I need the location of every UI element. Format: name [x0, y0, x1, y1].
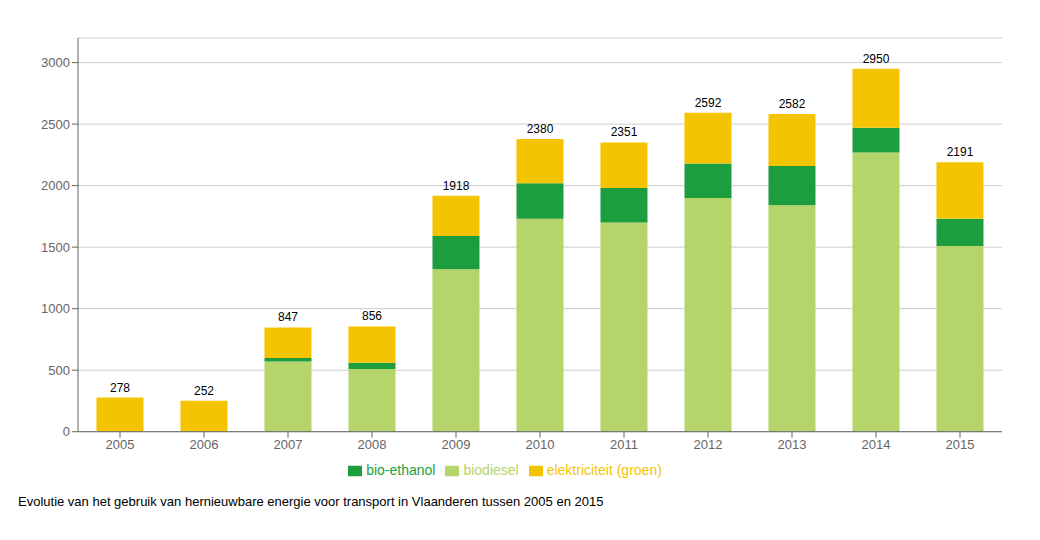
html-text:bio-ethanol: bio-ethanol	[366, 461, 436, 478]
svg-text:2592: 2592	[695, 96, 722, 110]
svg-text:3000: 3000	[41, 55, 70, 70]
html-text:biodiesel: biodiesel	[463, 461, 519, 478]
svg-text:2950: 2950	[863, 52, 890, 66]
svg-text:2582: 2582	[779, 97, 806, 111]
svg-text:2000: 2000	[41, 178, 70, 193]
svg-text:500: 500	[48, 363, 70, 378]
svg-text:1500: 1500	[41, 240, 70, 255]
svg-text:278: 278	[110, 381, 130, 395]
svg-text:2008: 2008	[358, 437, 387, 452]
svg-text:1918: 1918	[443, 179, 470, 193]
svg-text:2007: 2007	[274, 437, 303, 452]
svg-text:2351: 2351	[611, 125, 638, 139]
svg-text:856: 856	[362, 309, 382, 323]
svg-text:2380: 2380	[527, 122, 554, 136]
svg-text:2014: 2014	[862, 437, 891, 452]
svg-text:2191: 2191	[947, 145, 974, 159]
svg-text:2010: 2010	[526, 437, 555, 452]
html-text:elektriciteit (groen): elektriciteit (groen)	[546, 461, 662, 478]
svg-text:847: 847	[278, 310, 298, 324]
svg-text:2500: 2500	[41, 117, 70, 132]
svg-text:2011: 2011	[610, 437, 638, 452]
svg-text:0: 0	[63, 424, 70, 439]
svg-text:2005: 2005	[106, 437, 135, 452]
svg-text:2009: 2009	[442, 437, 471, 452]
html-text:Evolutie van het gebruik van h: Evolutie van het gebruik van hernieuwbar…	[18, 494, 604, 509]
svg-text:1000: 1000	[41, 301, 70, 316]
svg-text:2012: 2012	[694, 437, 723, 452]
svg-text:252: 252	[194, 384, 214, 398]
svg-text:2013: 2013	[778, 437, 807, 452]
svg-text:2006: 2006	[190, 437, 219, 452]
svg-text:2015: 2015	[946, 437, 975, 452]
